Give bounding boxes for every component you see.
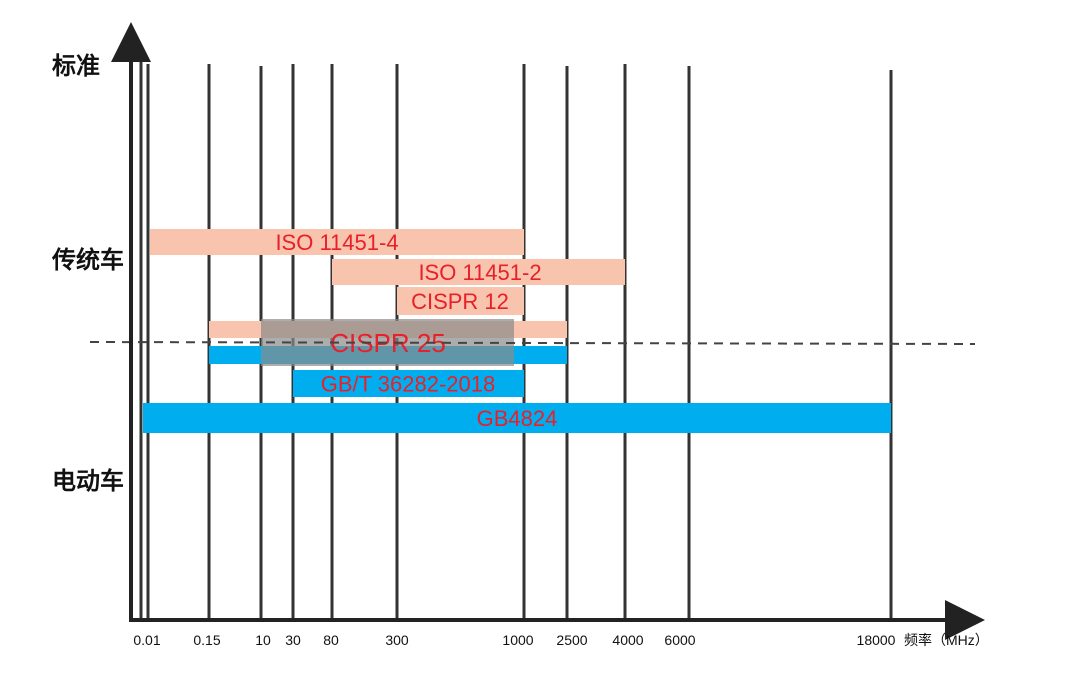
range-bar xyxy=(143,403,891,433)
x-tick-label: 30 xyxy=(285,632,301,648)
range-bar xyxy=(332,259,625,285)
bar-label: ISO 11451-4 xyxy=(275,230,398,255)
x-tick-label: 4000 xyxy=(612,632,643,648)
bar-label: CISPR 12 xyxy=(411,289,509,314)
x-tick-label: 0.01 xyxy=(133,632,160,648)
category-label-electric: 电动车 xyxy=(52,467,124,495)
x-axis-title: 频率（MHz） xyxy=(904,632,989,648)
range-bar xyxy=(397,287,524,315)
x-tick-label: 300 xyxy=(385,632,409,648)
category-label-traditional: 传统车 xyxy=(51,246,124,274)
x-tick-label: 10 xyxy=(255,632,271,648)
x-tick-label: 18000 xyxy=(857,632,896,648)
bar-label: GB4824 xyxy=(477,406,558,431)
x-tick-label: 6000 xyxy=(664,632,695,648)
bar-label: ISO 11451-2 xyxy=(418,260,541,285)
category-divider xyxy=(89,341,976,345)
x-tick-label: 2500 xyxy=(556,632,587,648)
x-tick-label: 1000 xyxy=(502,632,533,648)
bar-label: GB/T 36282-2018 xyxy=(321,372,496,397)
x-tick-label: 0.15 xyxy=(193,632,220,648)
range-bar xyxy=(150,229,524,255)
y-axis-title: 标准 xyxy=(52,52,100,80)
range-bar xyxy=(293,370,524,397)
grid-lines xyxy=(139,62,893,620)
x-tick-label: 80 xyxy=(323,632,339,648)
tick-labels: 0.01 0.15 10 30 80 300 1000 2500 4000 6000 18000 xyxy=(133,632,895,648)
